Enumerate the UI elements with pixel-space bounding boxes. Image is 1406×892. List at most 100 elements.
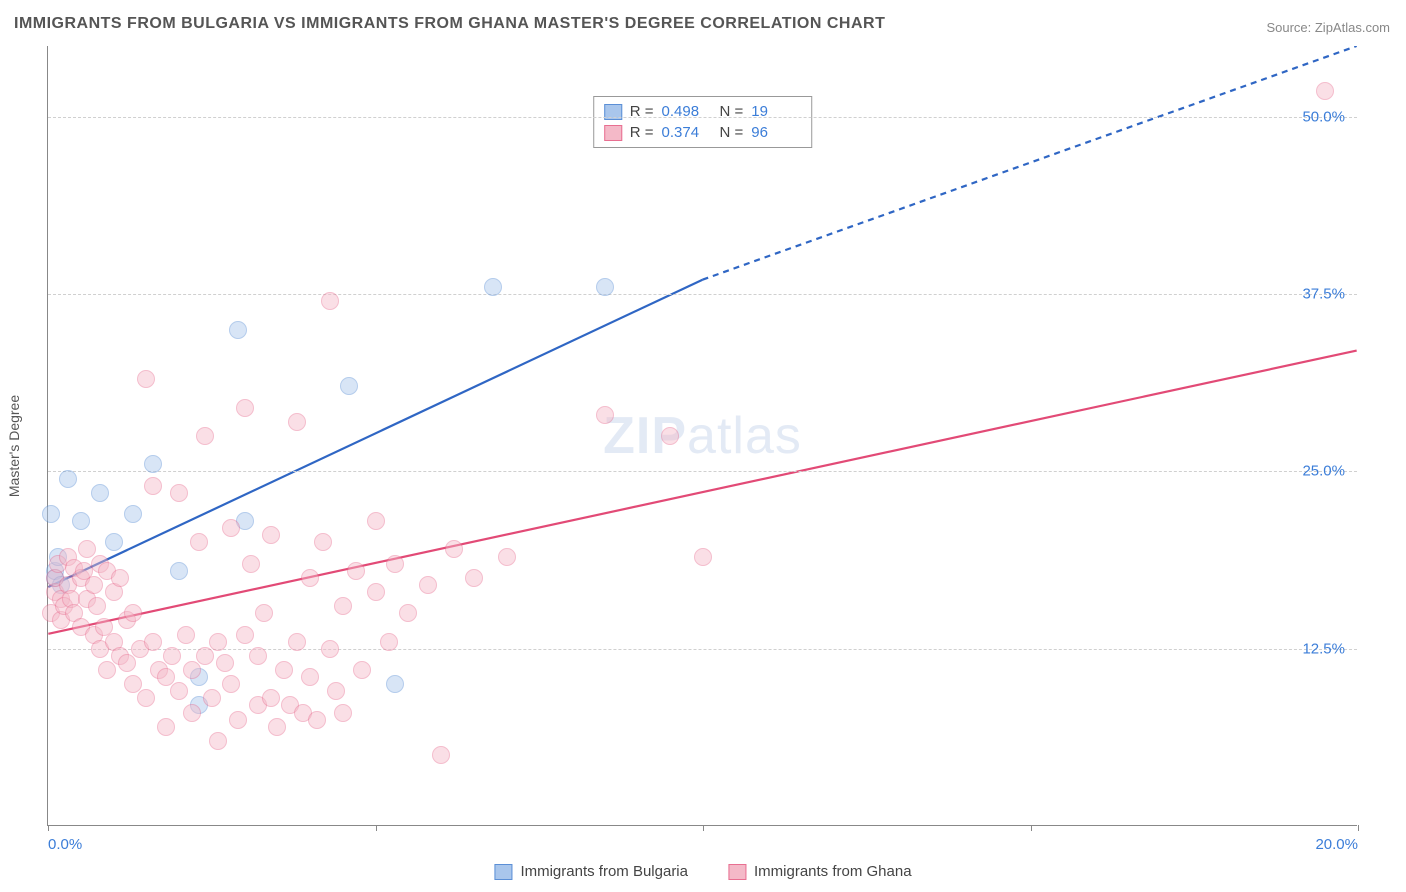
data-point (137, 689, 155, 707)
data-point (190, 533, 208, 551)
y-axis-label: Master's Degree (6, 395, 22, 497)
data-point (340, 377, 358, 395)
data-point (222, 519, 240, 537)
data-point (124, 505, 142, 523)
data-point (465, 569, 483, 587)
data-point (144, 633, 162, 651)
stat-n-value: 96 (751, 124, 801, 141)
data-point (196, 427, 214, 445)
plot-area: ZIPatlas R =0.498N =19 R = 0.374 N = 96 12.5… (47, 46, 1357, 826)
data-point (163, 647, 181, 665)
data-point (196, 647, 214, 665)
data-point (321, 640, 339, 658)
data-point (268, 718, 286, 736)
data-point (596, 406, 614, 424)
data-point (353, 661, 371, 679)
data-point (367, 583, 385, 601)
data-point (88, 597, 106, 615)
data-point (105, 533, 123, 551)
data-point (288, 633, 306, 651)
watermark: ZIPatlas (603, 406, 802, 466)
data-point (118, 654, 136, 672)
legend-item: Immigrants from Ghana (728, 863, 912, 880)
data-point (157, 718, 175, 736)
stats-legend-row: R = 0.374 N = 96 (604, 122, 802, 143)
y-tick-label: 50.0% (1302, 108, 1345, 125)
x-tick (1358, 825, 1359, 831)
grid-line (48, 471, 1357, 472)
data-point (209, 633, 227, 651)
data-point (91, 484, 109, 502)
data-point (301, 668, 319, 686)
data-point (222, 675, 240, 693)
legend-label: Immigrants from Ghana (754, 863, 912, 880)
data-point (111, 569, 129, 587)
series-legend: Immigrants from Bulgaria Immigrants from … (494, 863, 911, 880)
x-tick (48, 825, 49, 831)
data-point (236, 399, 254, 417)
legend-item: Immigrants from Bulgaria (494, 863, 688, 880)
data-point (255, 604, 273, 622)
data-point (321, 292, 339, 310)
data-point (144, 455, 162, 473)
data-point (72, 512, 90, 530)
trend-lines (48, 46, 1357, 825)
data-point (262, 526, 280, 544)
data-point (236, 626, 254, 644)
data-point (661, 427, 679, 445)
data-point (249, 647, 267, 665)
data-point (301, 569, 319, 587)
grid-line (48, 649, 1357, 650)
data-point (229, 711, 247, 729)
data-point (124, 604, 142, 622)
data-point (183, 704, 201, 722)
data-point (380, 633, 398, 651)
legend-label: Immigrants from Bulgaria (520, 863, 688, 880)
data-point (334, 704, 352, 722)
data-point (216, 654, 234, 672)
data-point (334, 597, 352, 615)
data-point (419, 576, 437, 594)
data-point (209, 732, 227, 750)
data-point (308, 711, 326, 729)
data-point (484, 278, 502, 296)
data-point (177, 626, 195, 644)
data-point (262, 689, 280, 707)
x-tick-label: 20.0% (1315, 836, 1358, 853)
data-point (596, 278, 614, 296)
data-point (144, 477, 162, 495)
stats-legend-row: R =0.498N =19 (604, 101, 802, 122)
data-point (203, 689, 221, 707)
data-point (399, 604, 417, 622)
data-point (288, 413, 306, 431)
legend-swatch (494, 864, 512, 880)
source-label: Source: ZipAtlas.com (1266, 20, 1390, 35)
data-point (229, 321, 247, 339)
data-point (432, 746, 450, 764)
data-point (327, 682, 345, 700)
data-point (498, 548, 516, 566)
stats-legend: R =0.498N =19 R = 0.374 N = 96 (593, 96, 813, 148)
y-tick-label: 25.0% (1302, 463, 1345, 480)
x-tick (376, 825, 377, 831)
y-tick-label: 12.5% (1302, 640, 1345, 657)
stat-r-value: 0.374 (662, 124, 712, 141)
stat-n-label: N = (720, 124, 744, 141)
data-point (42, 505, 60, 523)
data-point (137, 370, 155, 388)
data-point (170, 562, 188, 580)
data-point (367, 512, 385, 530)
data-point (124, 675, 142, 693)
data-point (183, 661, 201, 679)
data-point (59, 470, 77, 488)
stat-r-label: R = (630, 124, 654, 141)
data-point (386, 675, 404, 693)
legend-swatch (728, 864, 746, 880)
data-point (170, 682, 188, 700)
data-point (170, 484, 188, 502)
data-point (445, 540, 463, 558)
data-point (98, 661, 116, 679)
x-tick-label: 0.0% (48, 836, 82, 853)
data-point (275, 661, 293, 679)
y-tick-label: 37.5% (1302, 286, 1345, 303)
